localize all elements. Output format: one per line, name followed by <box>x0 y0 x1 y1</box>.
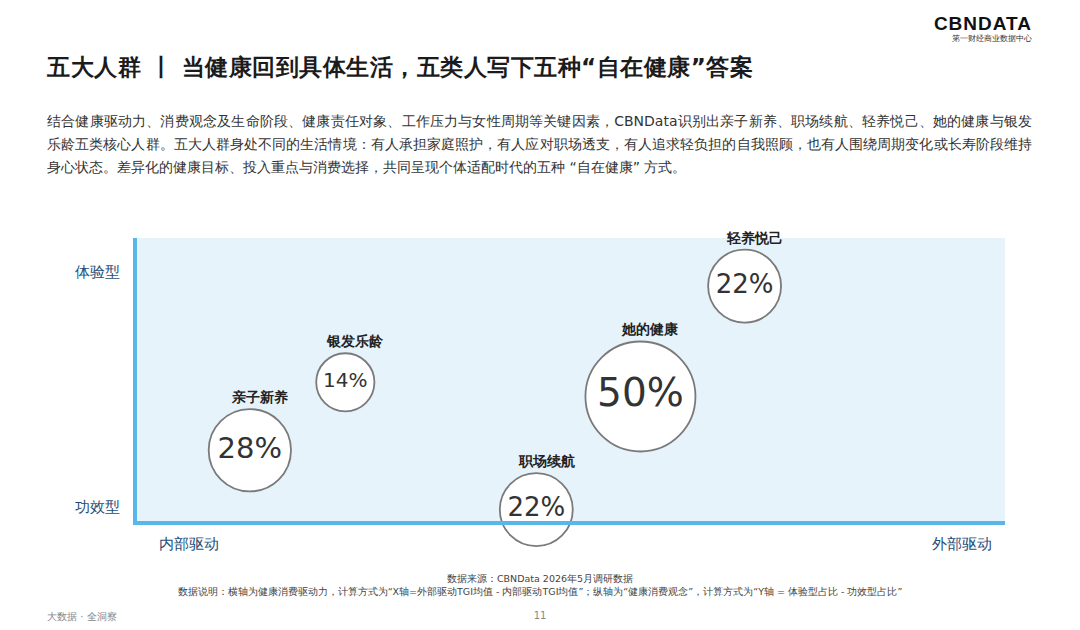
html-text:第一财经商业数据中心: 第一财经商业数据中心 <box>952 34 1032 43</box>
svg-text:28%: 28% <box>218 431 282 465</box>
html-text:五大人群 丨 当健康回到具体生活，五类人写下五种“自在健康”: 五大人群 丨 当健康回到具体生活，五类人写下五种“自在健康”答案 <box>47 54 754 80</box>
html-text:11: 11 <box>533 610 547 621</box>
html-text:数据说明：横轴为健康消费驱动力，计算方式为“X轴=外部驱动T: 数据说明：横轴为健康消费驱动力，计算方式为“X轴=外部驱动TGI均值 - 内部驱… <box>177 586 903 597</box>
svg-text:体验型: 体验型 <box>75 263 120 281</box>
svg-text:22%: 22% <box>716 269 774 299</box>
svg-text:50%: 50% <box>597 370 684 415</box>
svg-text:22%: 22% <box>507 492 565 522</box>
html-text:结合健康驱动力、消费观念及生命阶段、健康责任对象、工作压力与: 结合健康驱动力、消费观念及生命阶段、健康责任对象、工作压力与女性周期等关键因素，… <box>47 113 1032 175</box>
svg-text:内部驱动: 内部驱动 <box>159 535 219 553</box>
svg-text:外部驱动: 外部驱动 <box>932 535 992 553</box>
html-text:大数据 · 全洞察: 大数据 · 全洞察 <box>47 611 117 622</box>
svg-text:14%: 14% <box>323 368 367 392</box>
html-text:CBNDATA: CBNDATA <box>933 13 1032 34</box>
svg-text:银发乐龄: 银发乐龄 <box>326 333 384 349</box>
svg-text:功效型: 功效型 <box>75 498 120 516</box>
svg-text:亲子新养: 亲子新养 <box>231 389 288 405</box>
svg-text:轻养悦己: 轻养悦己 <box>726 230 783 246</box>
svg-text:她的健康: 她的健康 <box>621 321 679 337</box>
html-text:数据来源：CBNData 2026年5月调研数据: 数据来源：CBNData 2026年5月调研数据 <box>446 573 634 584</box>
svg-text:职场续航: 职场续航 <box>518 453 575 469</box>
